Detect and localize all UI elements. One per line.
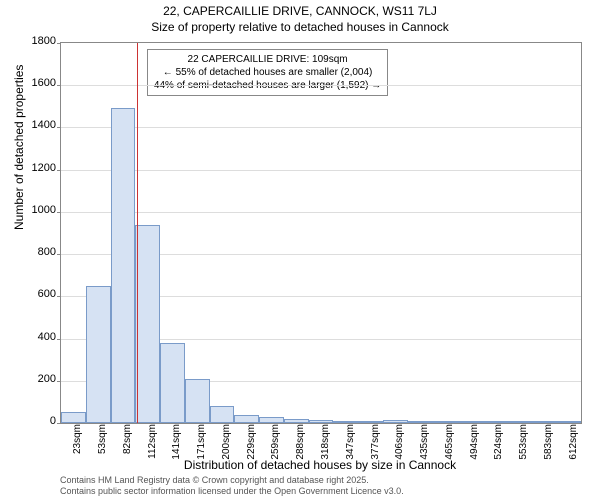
y-tick-label: 400 — [12, 331, 56, 343]
x-tick-label: 53sqm — [97, 424, 108, 464]
x-tick-label: 229sqm — [246, 424, 257, 464]
y-tick-label: 800 — [12, 246, 56, 258]
annotation-line-2: ← 55% of detached houses are smaller (2,… — [154, 66, 381, 79]
y-tick-label: 1800 — [12, 35, 56, 47]
y-tick-label: 600 — [12, 288, 56, 300]
histogram-bar — [160, 343, 185, 423]
x-tick-label: 583sqm — [543, 424, 554, 464]
histogram-bar — [358, 421, 383, 423]
chart-title-main: 22, CAPERCAILLIE DRIVE, CANNOCK, WS11 7L… — [0, 4, 600, 18]
x-tick-label: 82sqm — [122, 424, 133, 464]
x-tick-label: 259sqm — [270, 424, 281, 464]
histogram-bar — [432, 421, 457, 423]
footer-text: Contains HM Land Registry data © Crown c… — [60, 475, 404, 497]
histogram-bar — [383, 420, 408, 423]
y-tick-label: 1400 — [12, 119, 56, 131]
y-tick — [57, 381, 61, 382]
y-tick — [57, 85, 61, 86]
histogram-bar — [284, 419, 309, 423]
x-tick-label: 377sqm — [370, 424, 381, 464]
histogram-bar — [482, 421, 507, 423]
gridline — [61, 212, 581, 213]
histogram-bar — [507, 421, 532, 423]
histogram-bar — [259, 417, 284, 423]
histogram-bar — [531, 421, 556, 423]
y-tick-label: 0 — [12, 415, 56, 427]
x-tick-label: 553sqm — [518, 424, 529, 464]
plot-area: 22 CAPERCAILLIE DRIVE: 109sqm ← 55% of d… — [60, 42, 582, 424]
x-tick-label: 23sqm — [72, 424, 83, 464]
x-tick-label: 318sqm — [320, 424, 331, 464]
histogram-bar — [408, 421, 433, 423]
x-tick-label: 406sqm — [394, 424, 405, 464]
histogram-bar — [556, 421, 581, 423]
y-tick — [57, 170, 61, 171]
x-tick-label: 494sqm — [469, 424, 480, 464]
y-tick-label: 1000 — [12, 204, 56, 216]
footer-line-2: Contains public sector information licen… — [60, 486, 404, 497]
y-tick-label: 1600 — [12, 77, 56, 89]
chart-title-sub: Size of property relative to detached ho… — [0, 20, 600, 34]
annotation-box: 22 CAPERCAILLIE DRIVE: 109sqm ← 55% of d… — [147, 49, 388, 96]
annotation-line-1: 22 CAPERCAILLIE DRIVE: 109sqm — [154, 53, 381, 66]
chart-container: 22, CAPERCAILLIE DRIVE, CANNOCK, WS11 7L… — [0, 0, 600, 500]
histogram-bar — [185, 379, 210, 423]
gridline — [61, 170, 581, 171]
histogram-bar — [210, 406, 235, 423]
property-marker-line — [137, 43, 138, 423]
y-tick — [57, 43, 61, 44]
x-tick-label: 112sqm — [147, 424, 158, 464]
footer-line-1: Contains HM Land Registry data © Crown c… — [60, 475, 404, 486]
x-tick-label: 347sqm — [345, 424, 356, 464]
x-tick-label: 612sqm — [568, 424, 579, 464]
histogram-bar — [86, 286, 111, 423]
histogram-bar — [61, 412, 86, 423]
gridline — [61, 127, 581, 128]
x-tick-label: 141sqm — [171, 424, 182, 464]
y-tick-label: 1200 — [12, 162, 56, 174]
histogram-bar — [333, 421, 358, 423]
histogram-bar — [309, 420, 334, 423]
histogram-bar — [135, 225, 160, 423]
x-tick-label: 171sqm — [196, 424, 207, 464]
y-tick — [57, 296, 61, 297]
y-tick — [57, 423, 61, 424]
y-tick-label: 200 — [12, 373, 56, 385]
histogram-bar — [234, 415, 259, 423]
y-tick — [57, 212, 61, 213]
x-tick-label: 200sqm — [221, 424, 232, 464]
x-tick-label: 288sqm — [295, 424, 306, 464]
x-tick-label: 465sqm — [444, 424, 455, 464]
y-tick — [57, 254, 61, 255]
x-tick-label: 435sqm — [419, 424, 430, 464]
histogram-bar — [111, 108, 136, 423]
y-tick — [57, 339, 61, 340]
y-tick — [57, 127, 61, 128]
x-tick-label: 524sqm — [493, 424, 504, 464]
gridline — [61, 85, 581, 86]
histogram-bar — [457, 421, 482, 423]
